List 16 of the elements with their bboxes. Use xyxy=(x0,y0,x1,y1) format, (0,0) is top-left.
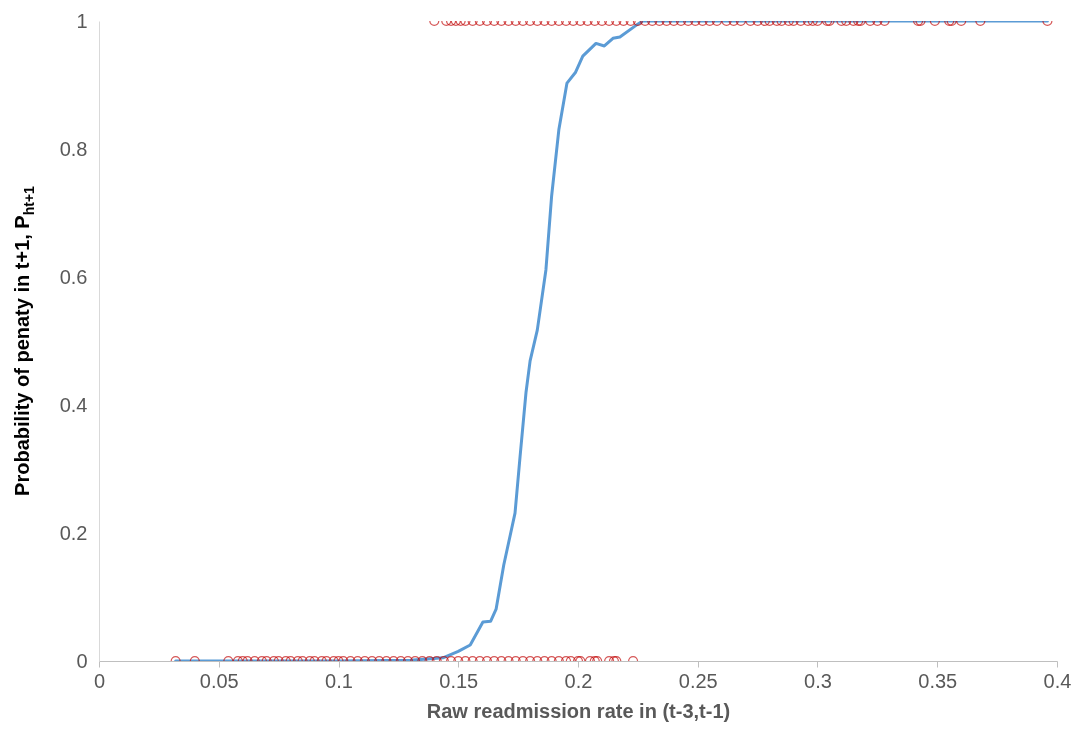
y-tick-label: 0.4 xyxy=(59,393,88,416)
x-tick-label: 0.2 xyxy=(564,669,593,692)
y-tick-label: 0.2 xyxy=(59,521,88,544)
x-tick-label: 0.1 xyxy=(325,669,353,692)
x-tick-label: 0.3 xyxy=(804,669,832,692)
y-tick-label: 0.6 xyxy=(59,265,88,288)
x-tick-label: 0.15 xyxy=(439,669,479,692)
x-tick-label: 0.05 xyxy=(199,669,239,692)
x-tick-label: 0.4 xyxy=(1043,669,1072,692)
y-tick-label: 0 xyxy=(76,649,88,672)
y-tick-label: 0.8 xyxy=(59,137,88,160)
x-axis-title: Raw readmission rate in (t-3,t-1) xyxy=(426,699,731,722)
y-tick-label: 1 xyxy=(76,9,88,32)
x-tick-label: 0.25 xyxy=(678,669,718,692)
x-tick-label: 0.35 xyxy=(918,669,958,692)
x-tick-label: 0 xyxy=(93,669,106,692)
